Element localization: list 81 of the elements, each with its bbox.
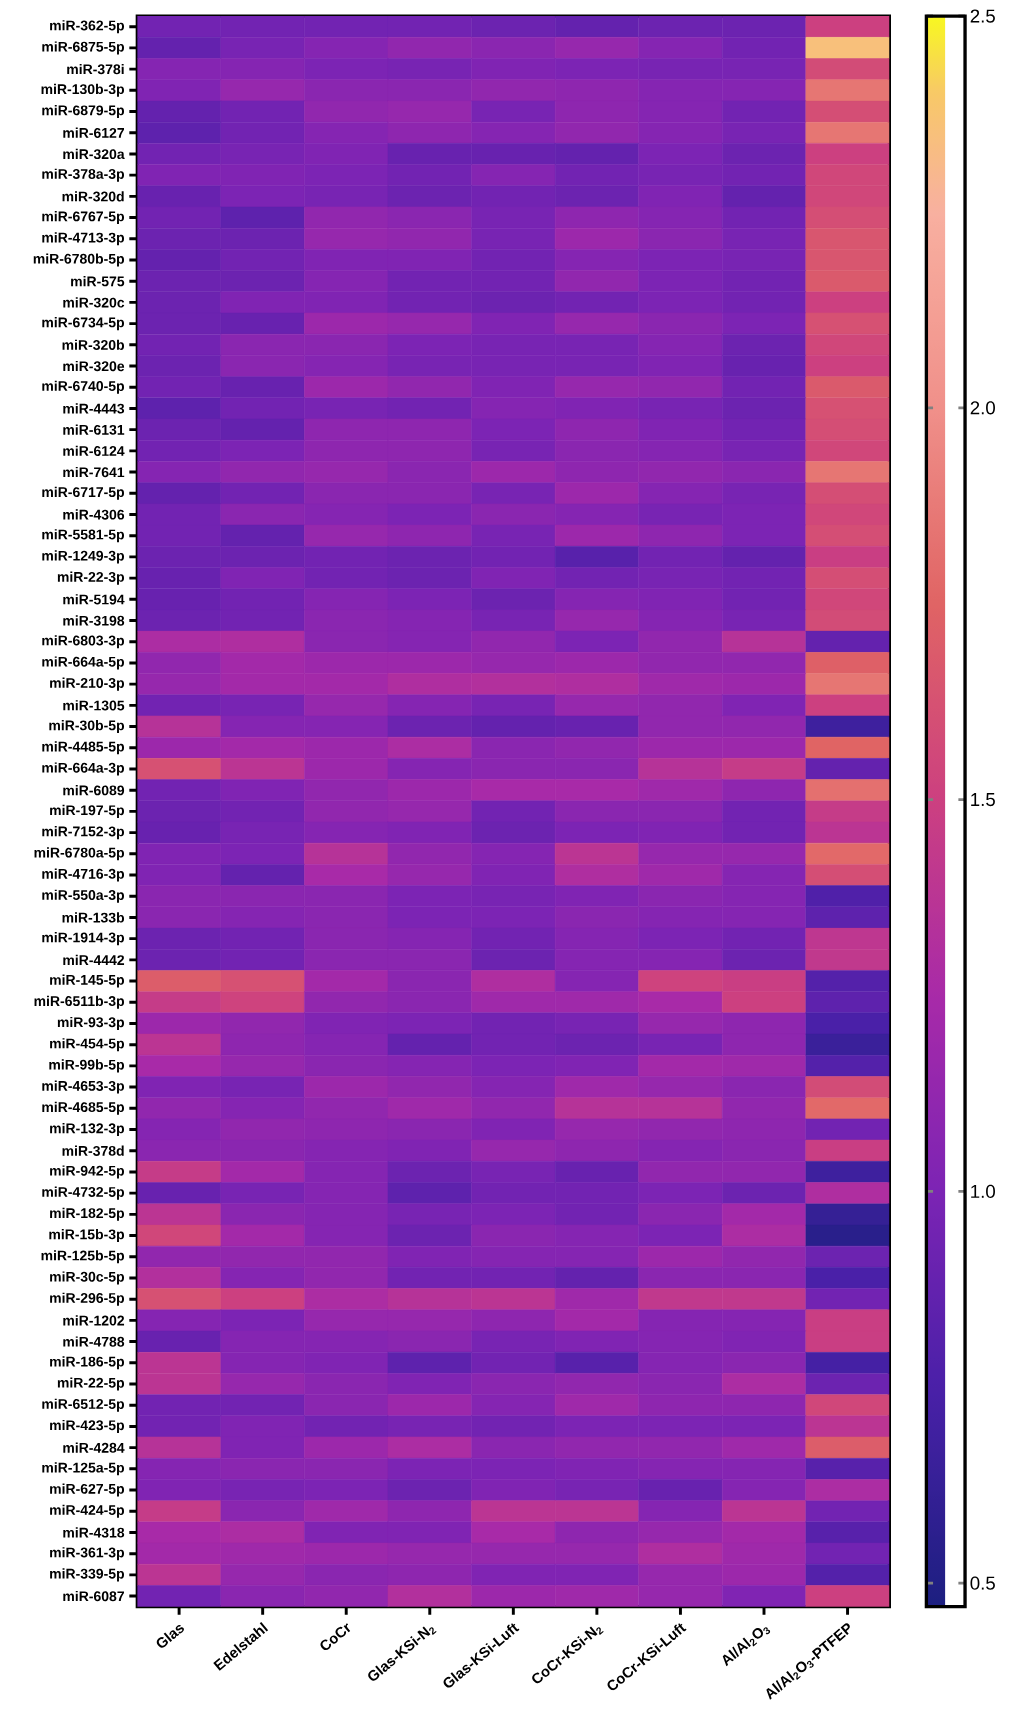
y-tick-label: miR-4485-5p — [42, 741, 125, 755]
y-tick-label: miR-320d — [62, 191, 124, 202]
y-tick-label: miR-7641 — [63, 466, 125, 478]
y-tick-label: miR-125b-5p — [41, 1250, 125, 1264]
y-tick-label: miR-320e — [63, 360, 125, 372]
y-tick-label: miR-942-5p — [50, 1165, 125, 1179]
y-tick-label: miR-3198 — [63, 615, 125, 626]
y-tick-label: miR-361-3p — [50, 1547, 125, 1561]
y-tick-label: miR-320b — [62, 339, 125, 350]
y-tick-label: miR-15b-3p — [49, 1229, 125, 1243]
y-tick-label: miR-378i — [67, 63, 124, 75]
y-tick-label: miR-145-5p — [50, 974, 125, 988]
color-bar-label: 2.5 — [970, 9, 996, 23]
y-tick-label: miR-4284 — [63, 1442, 125, 1453]
x-tick-label: Glas — [156, 1624, 185, 1648]
y-tick-label: miR-6803-3p — [42, 635, 125, 649]
y-tick-label: miR-30c-5p — [50, 1271, 125, 1285]
y-tick-label: miR-6131 — [63, 424, 125, 435]
y-tick-label: miR-30b-5p — [49, 720, 125, 734]
y-tick-label: miR-575 — [71, 276, 125, 287]
y-tick-label: miR-4443 — [63, 403, 125, 414]
y-tick-label: miR-627-5p — [50, 1483, 125, 1497]
y-tick-label: miR-6780b-5p — [33, 253, 125, 267]
y-tick-label: miR-6127 — [63, 127, 125, 138]
y-tick-label: miR-182-5p — [50, 1207, 125, 1221]
y-tick-label: miR-6879-5p — [42, 105, 125, 119]
y-tick-label: miR-197-5p — [50, 804, 125, 818]
y-tick-label: miR-6087 — [63, 1590, 125, 1602]
y-tick-label: miR-4713-3p — [42, 232, 125, 246]
y-tick-label: miR-6875-5p — [42, 41, 125, 55]
y-tick-label: miR-378d — [62, 1145, 124, 1156]
y-tick-label: miR-5194 — [63, 594, 125, 605]
y-tick-label: miR-130b-3p — [41, 83, 125, 97]
y-tick-label: miR-4732-5p — [42, 1186, 125, 1200]
y-tick-label: miR-186-5p — [50, 1356, 125, 1370]
y-tick-label: miR-362-5p — [50, 20, 125, 34]
y-tick-label: miR-454-5p — [50, 1038, 125, 1052]
y-tick-label: miR-4442 — [63, 954, 125, 965]
y-tick-label: miR-210-3p — [50, 677, 125, 691]
y-tick-label: miR-6740-5p — [42, 380, 125, 394]
color-bar-label: 0.5 — [970, 1576, 996, 1590]
y-tick-label: miR-320c — [63, 297, 125, 308]
y-tick-label: miR-320a — [63, 148, 125, 160]
y-tick-label: miR-22-3p — [58, 571, 125, 585]
y-tick-label: miR-424-5p — [50, 1504, 125, 1518]
y-tick-label: miR-4788 — [63, 1336, 125, 1347]
y-tick-label: miR-4653-3p — [42, 1080, 125, 1094]
y-tick-label: miR-664a-3p — [42, 762, 125, 776]
y-tick-label: miR-22-5p — [58, 1377, 125, 1391]
y-tick-label: miR-339-5p — [50, 1568, 125, 1582]
y-tick-label: miR-6734-5p — [42, 317, 125, 331]
y-tick-label: miR-550a-3p — [42, 889, 125, 903]
y-tick-label: miR-6767-5p — [42, 211, 125, 225]
y-tick-label: miR-1202 — [63, 1315, 125, 1326]
y-tick-label: miR-93-3p — [58, 1016, 125, 1030]
y-tick-label: miR-99b-5p — [49, 1059, 125, 1073]
y-tick-label: miR-4306 — [63, 509, 125, 520]
y-tick-label: miR-378a-3p — [42, 168, 125, 182]
y-tick-label: miR-6780a-5p — [34, 847, 125, 861]
y-tick-label: miR-423-5p — [50, 1419, 125, 1433]
y-tick-label: miR-6512-5p — [42, 1398, 125, 1412]
y-tick-label: miR-6124 — [63, 445, 125, 457]
y-tick-label: miR-4685-5p — [42, 1101, 125, 1115]
y-tick-label: miR-7152-3p — [42, 826, 125, 840]
y-tick-label: miR-1914-3p — [42, 932, 125, 946]
y-tick-label: miR-4716-3p — [42, 868, 125, 882]
y-tick-label: miR-1305 — [63, 700, 125, 711]
y-tick-label: miR-133b — [62, 912, 125, 923]
y-tick-label: miR-6089 — [63, 785, 125, 796]
color-bar-label: 2.0 — [970, 401, 996, 415]
y-tick-label: miR-6511b-3p — [34, 995, 125, 1009]
color-bar-label: 1.5 — [971, 793, 996, 807]
y-tick-label: miR-4318 — [63, 1527, 125, 1538]
y-tick-label: miR-132-3p — [50, 1122, 125, 1137]
color-bar-label: 1.0 — [971, 1184, 996, 1198]
y-tick-label: miR-5581-5p — [42, 529, 125, 543]
y-tick-label: miR-125a-5p — [42, 1462, 125, 1476]
y-tick-label: miR-1249-3p — [42, 550, 125, 564]
y-tick-label: miR-6717-5p — [42, 486, 125, 500]
y-tick-label: miR-296-5p — [50, 1292, 125, 1306]
y-tick-label: miR-664a-5p — [42, 656, 125, 670]
